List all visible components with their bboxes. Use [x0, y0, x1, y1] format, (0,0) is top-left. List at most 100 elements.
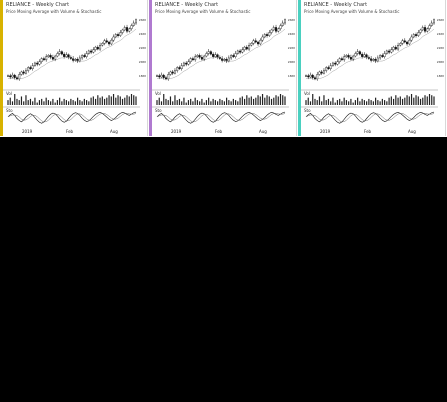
candle-body [243, 46, 246, 50]
volume-bar [172, 101, 174, 105]
candle-body [83, 55, 86, 57]
volume-bar [345, 100, 348, 105]
volume-bar [29, 98, 32, 105]
volume-bar [50, 101, 52, 105]
candle-body [130, 25, 133, 29]
volume-bar [14, 94, 16, 105]
volume-bar [422, 97, 424, 105]
volume-bar [217, 101, 219, 105]
candle-body [336, 61, 339, 65]
candle-body [94, 46, 97, 50]
candle-body [108, 41, 111, 45]
volume-bar [284, 96, 286, 105]
candle-body [200, 57, 203, 60]
volume-pane-label: Vol [155, 91, 161, 96]
candle-body [232, 55, 235, 57]
volume-bar [318, 96, 321, 105]
candle-body [379, 55, 382, 59]
volume-bar [370, 100, 372, 105]
candle-body [20, 71, 23, 75]
candle-body [92, 49, 95, 53]
candle-body [31, 65, 34, 69]
candle-body [24, 70, 27, 74]
panel-subtitle: Price Moving Average with Volume & Stoch… [6, 9, 102, 14]
volume-bar [16, 98, 18, 105]
volume-bar [343, 97, 345, 105]
volume-bar [307, 97, 309, 105]
volume-bar [305, 100, 307, 105]
candle-body [76, 59, 79, 62]
volume-bar [419, 98, 422, 105]
volume-bar [115, 97, 117, 105]
time-axis-label: 2019 [171, 129, 182, 134]
candle-body [128, 28, 131, 32]
candle-body [63, 53, 66, 57]
volume-bar [45, 97, 47, 105]
candle-body [182, 62, 185, 66]
candle-body [309, 74, 312, 78]
volume-bar [194, 97, 196, 105]
volume-bar [11, 101, 14, 105]
candle-body [87, 50, 90, 54]
candle-body [56, 53, 59, 57]
candle-body [22, 71, 25, 74]
volume-bar [395, 95, 397, 105]
price-chart[interactable] [298, 0, 446, 136]
price-chart[interactable] [149, 0, 297, 136]
volume-pane-label: Vol [304, 91, 310, 96]
candle-body [11, 74, 14, 78]
candle-body [248, 45, 251, 50]
volume-bar [410, 94, 413, 105]
chart-panel-3[interactable]: RELIANCE - Weekly Chart Price Moving Ave… [298, 0, 446, 136]
chart-panel-2[interactable]: RELIANCE - Weekly Chart Price Moving Ave… [149, 0, 297, 136]
candle-body [187, 61, 190, 65]
candle-body [320, 71, 323, 74]
time-axis-label: Feb [364, 129, 372, 134]
moving-average-line [156, 28, 286, 80]
price-axis-label: 2200 [138, 46, 146, 50]
price-chart[interactable] [0, 0, 148, 136]
volume-bar [32, 101, 34, 105]
volume-bar [38, 100, 41, 105]
volume-bar [190, 98, 192, 105]
volume-bar [94, 98, 97, 105]
volume-bar [88, 101, 90, 105]
candle-body [322, 70, 325, 74]
volume-bar [330, 101, 332, 105]
time-axis-label: Feb [215, 129, 223, 134]
volume-bar [339, 98, 341, 105]
candle-body [424, 27, 427, 32]
candle-body [283, 19, 286, 24]
candle-body [263, 34, 266, 38]
volume-bar [165, 98, 167, 105]
candle-body [85, 53, 88, 57]
volume-pane-label: Vol [6, 91, 12, 96]
volume-bar [241, 96, 243, 105]
chart-panel-1[interactable]: RELIANCE - Weekly Chart Price Moving Ave… [0, 0, 148, 136]
volume-bar [237, 101, 239, 105]
candle-body [347, 55, 350, 58]
time-axis-label: Aug [110, 129, 118, 134]
panel-accent-bar [149, 0, 152, 136]
candle-body [356, 51, 359, 54]
candle-body [259, 39, 262, 45]
volume-bar [234, 100, 237, 105]
candle-body [47, 55, 50, 57]
candle-body [132, 22, 135, 26]
candle-body [155, 75, 158, 77]
stochastic-line [7, 111, 137, 124]
volume-bar [363, 100, 365, 105]
stochastic-signal-line [7, 113, 137, 123]
candle-body [311, 74, 314, 78]
panel-title: RELIANCE - Weekly Chart [155, 2, 219, 8]
candle-body [363, 54, 366, 57]
volume-bar [160, 101, 163, 105]
candle-body [406, 41, 409, 45]
candle-body [6, 75, 9, 77]
candle-body [18, 74, 21, 80]
volume-bar [246, 95, 248, 105]
candle-body [38, 61, 41, 65]
candle-body [239, 50, 242, 53]
candle-body [354, 53, 357, 57]
candle-body [212, 53, 215, 57]
